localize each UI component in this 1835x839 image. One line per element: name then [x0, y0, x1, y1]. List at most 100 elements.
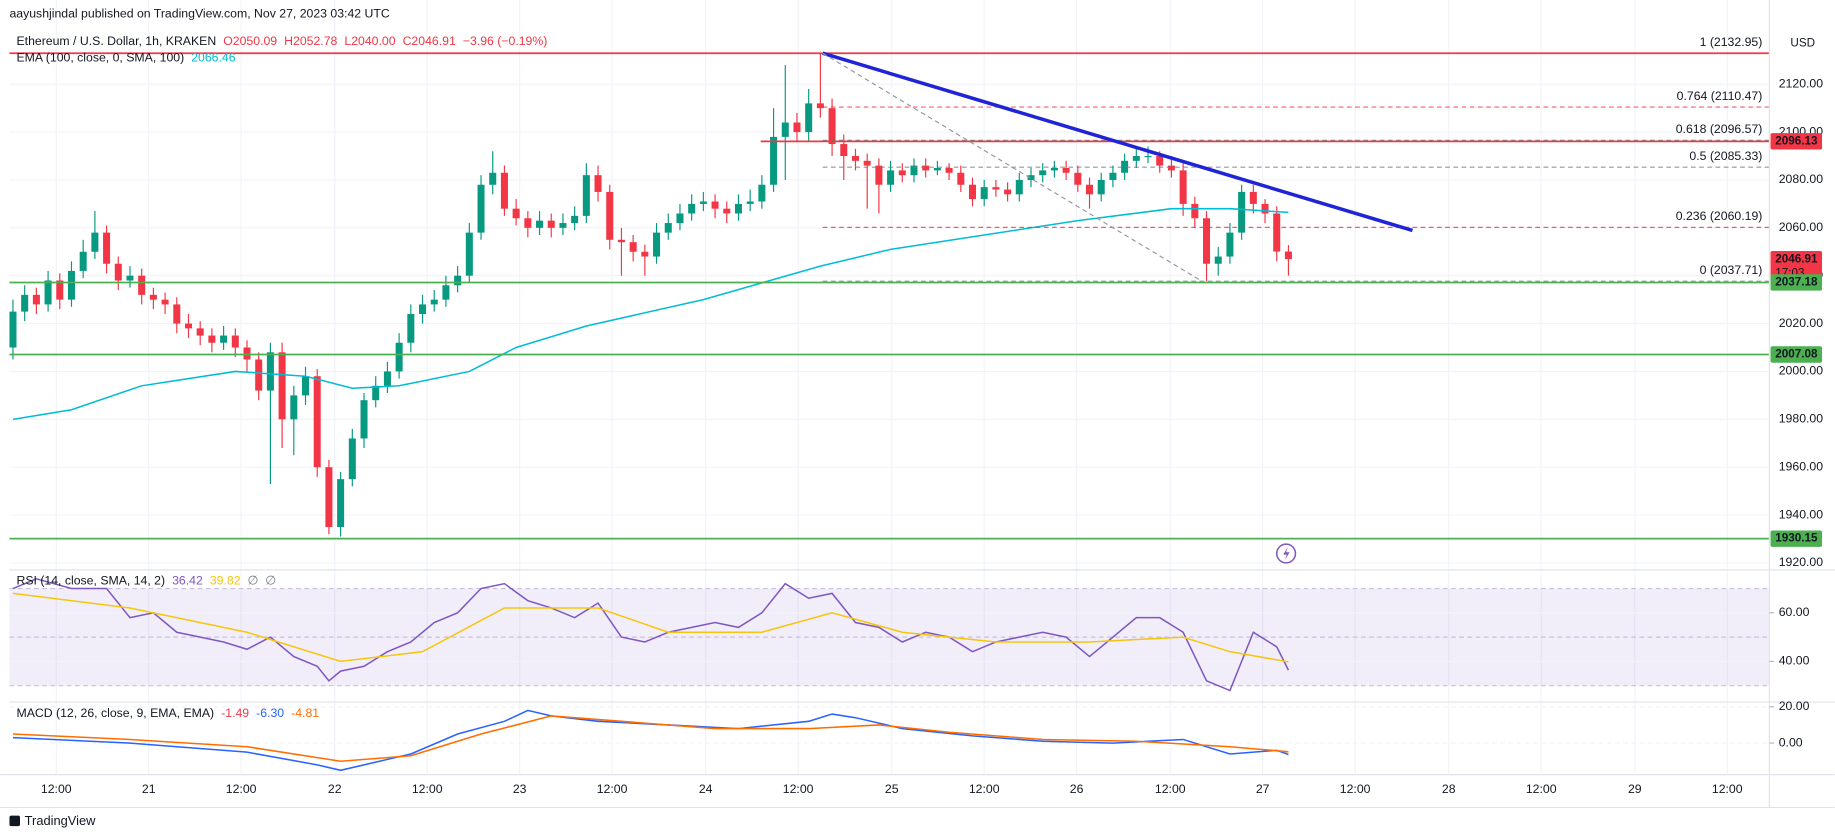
candle-body: [407, 314, 415, 343]
candle-body: [1086, 184, 1094, 195]
fib-label: 0.236 (2060.19): [1676, 209, 1763, 223]
candle-body: [910, 165, 918, 176]
candle-body: [1144, 156, 1152, 158]
price-badge: [1770, 346, 1823, 363]
candle-body: [898, 170, 906, 176]
x-tick-label: 12:00: [41, 782, 72, 796]
candle-body: [641, 251, 649, 257]
candle-body: [851, 156, 859, 161]
candle-body: [243, 347, 251, 360]
x-tick-label: 22: [328, 782, 342, 796]
candle-body: [1004, 189, 1012, 195]
x-tick-label: 12:00: [1340, 782, 1371, 796]
fib-label: 0 (2037.71): [1700, 263, 1763, 277]
x-tick-label: 12:00: [969, 782, 1000, 796]
candle-body: [9, 311, 17, 348]
candle-body: [1167, 165, 1175, 171]
candle-body: [161, 299, 169, 305]
candle-body: [547, 220, 555, 228]
legend: Ethereum / U.S. Dollar, 1h, KRAKEN O2050.…: [16, 34, 547, 48]
alert-bolt[interactable]: [1283, 547, 1290, 560]
axes: 12:00 21 12:00 22 12:00 23 12:00 24 12:00 25 12:00…: [16, 34, 1823, 796]
candle-body: [699, 201, 707, 204]
candle-body: [594, 175, 602, 192]
candle-body: [770, 136, 778, 185]
y-tick-label: 2060.00: [1779, 220, 1824, 234]
price-badge: [1770, 274, 1823, 291]
candle-body: [664, 223, 672, 233]
price-badge: [1770, 250, 1823, 282]
x-tick-label: 12:00: [412, 782, 443, 796]
candle-body: [430, 299, 438, 305]
price-badge-label: 2007.08: [1775, 348, 1818, 361]
y-tick-label: 2020.00: [1779, 316, 1824, 330]
candle-body: [325, 467, 333, 528]
candle-body: [512, 208, 520, 219]
price-badge: [1770, 530, 1823, 547]
candle-body: [208, 335, 216, 343]
legend-item: O2050.09: [223, 34, 277, 48]
x-tick-label: 12:00: [783, 782, 814, 796]
candle-body: [196, 328, 204, 336]
candle-body: [793, 122, 801, 133]
candle-body: [606, 191, 614, 240]
candle-body: [1050, 167, 1058, 171]
candle-body: [957, 172, 965, 185]
plot: [9, 51, 1770, 772]
candle-body: [278, 352, 286, 420]
candle-body: [266, 352, 274, 391]
trendline: [822, 51, 1413, 233]
legend-item: Ethereum / U.S. Dollar, 1h, KRAKEN: [16, 34, 216, 48]
trendline: [822, 52, 1203, 282]
legend-item: -4.81: [291, 706, 319, 720]
candle-body: [1027, 175, 1035, 180]
candle-body: [372, 385, 380, 401]
y-tick-label: 2000.00: [1779, 364, 1824, 378]
y-tick-label: 60.00: [1779, 605, 1810, 619]
x-tick-label: 27: [1256, 782, 1270, 796]
x-tick-label: 12:00: [1155, 782, 1186, 796]
candle-body: [56, 280, 64, 300]
legend-item: H2052.78: [284, 34, 337, 48]
candle-body: [1062, 167, 1070, 173]
series-line: [12, 592, 1289, 663]
y-tick-label: 0.00: [1779, 735, 1803, 749]
candle-body: [711, 201, 719, 209]
candle-body: [465, 232, 473, 276]
candle-body: [524, 218, 532, 228]
price-badge-label: 2046.91: [1775, 252, 1818, 265]
candle-body: [980, 187, 988, 200]
candle-body: [67, 270, 75, 300]
fib-label: 1 (2132.95): [1700, 35, 1763, 49]
x-tick-label: 12:00: [226, 782, 257, 796]
candle-body: [536, 220, 544, 228]
y-tick-label: 1920.00: [1779, 555, 1824, 569]
candle-body: [103, 232, 111, 264]
legend-item: −3.96 (−0.19%): [463, 34, 548, 48]
price-badge-label: 2096.13: [1775, 134, 1818, 147]
y-tick-label: 2120.00: [1779, 76, 1824, 90]
legend-item: RSI (14, close, SMA, 14, 2): [16, 574, 165, 588]
candle-body: [1238, 191, 1246, 233]
candle-body: [91, 232, 99, 252]
candle-body: [44, 280, 52, 305]
candle-body: [1249, 191, 1257, 204]
candle-body: [1015, 179, 1023, 195]
candle-body: [301, 376, 310, 396]
candle-body: [21, 294, 29, 312]
y-tick-label: 1940.00: [1779, 507, 1824, 521]
legend-item: MACD (12, 26, close, 9, EMA, EMA): [16, 706, 214, 720]
x-tick-label: 25: [885, 782, 899, 796]
legend-item: 39.82: [210, 574, 241, 588]
candle-body: [629, 242, 637, 252]
candle-body: [231, 335, 239, 348]
legend: RSI (14, close, SMA, 14, 2) 36.42 39.82 ∅ ∅: [16, 574, 275, 588]
x-tick-label: 23: [513, 782, 527, 796]
candle-body: [1121, 160, 1129, 173]
x-tick-label: 12:00: [1526, 782, 1557, 796]
alert-icon[interactable]: [1275, 543, 1297, 564]
x-tick-label: 21: [142, 782, 156, 796]
legend-item: C2046.91: [403, 34, 456, 48]
legend: EMA (100, close, 0, SMA, 100) 2066.46: [16, 51, 235, 65]
